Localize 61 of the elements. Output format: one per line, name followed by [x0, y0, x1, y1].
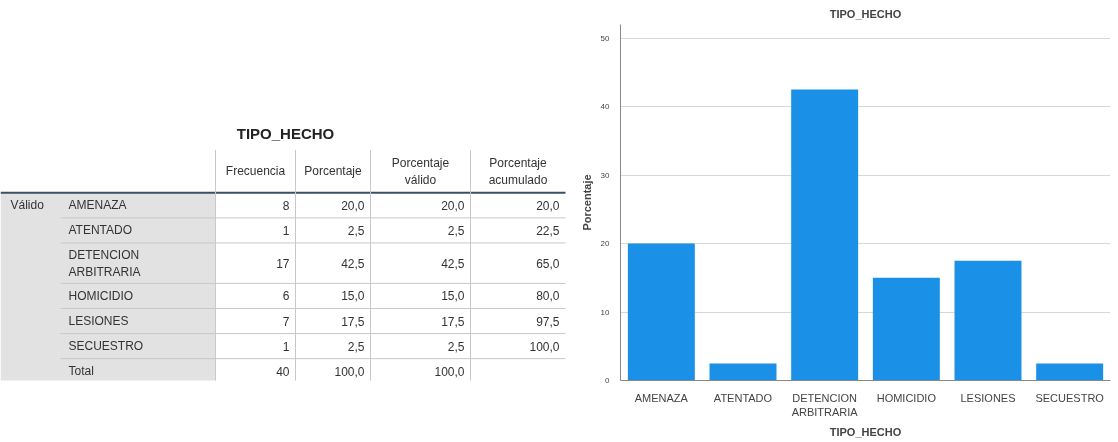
category-label: Porcentaje acumulado — [488, 155, 548, 187]
text: 15,0 — [441, 289, 465, 304]
y-tick-label: 0 — [605, 376, 611, 385]
bar — [872, 277, 940, 381]
x-tick-label: DETENCION ARBITRARIA — [791, 391, 859, 418]
category-label: HOMICIDIO — [68, 288, 134, 303]
x-axis-title: TIPO_HECHO — [829, 425, 902, 438]
y-tick-label: 50 — [600, 33, 611, 43]
text: 20,0 — [341, 198, 365, 213]
bar — [1036, 363, 1104, 381]
x-tick-label: ATENTADO — [713, 391, 773, 404]
text: 6 — [282, 289, 290, 304]
text: Válido — [10, 197, 45, 212]
x-tick-label: LESIONES — [960, 391, 1016, 404]
category-label: DETENCION ARBITRARIA — [68, 247, 141, 279]
category-label: ATENTADO — [68, 223, 133, 238]
text: 17 — [276, 256, 290, 271]
text: 17,5 — [441, 314, 465, 329]
text: 42,5 — [441, 256, 465, 271]
text: 17,5 — [341, 314, 365, 329]
y-tick-label: 30 — [600, 170, 611, 180]
chart-title: TIPO_HECHO — [829, 7, 902, 20]
bar — [709, 363, 777, 381]
text: 22,5 — [536, 223, 560, 238]
y-tick-label: 10 — [600, 307, 611, 317]
x-tick-label: AMENAZA — [634, 391, 689, 404]
text: 15,0 — [341, 289, 365, 304]
x-tick-label: SECUESTRO — [1035, 391, 1105, 404]
text: 40 — [276, 364, 290, 379]
x-tick-label: HOMICIDIO — [876, 391, 937, 404]
text: 2,5 — [447, 223, 465, 238]
text: 1 — [282, 339, 290, 354]
text: 20,0 — [441, 198, 465, 213]
y-tick-label: 20 — [600, 239, 611, 249]
category-label: AMENAZA — [68, 198, 127, 213]
text: 100,0 — [434, 364, 465, 379]
category-label: Porcentaje válido — [391, 155, 450, 187]
text: 100,0 — [334, 364, 365, 379]
category-label: Total — [68, 364, 94, 379]
text: 97,5 — [536, 314, 560, 329]
text: 7 — [282, 314, 290, 329]
text: 2,5 — [347, 339, 365, 354]
bar — [627, 243, 695, 381]
category-label: LESIONES — [68, 314, 129, 329]
category-label: SECUESTRO — [68, 339, 144, 354]
text: 100,0 — [529, 339, 560, 354]
text: TIPO_HECHO — [236, 125, 335, 143]
y-axis-title: Porcentaje — [580, 174, 593, 231]
category-label: Frecuencia — [225, 164, 286, 179]
y-tick-label: 40 — [600, 102, 611, 112]
text: 20,0 — [536, 198, 560, 213]
text: 42,5 — [341, 256, 365, 271]
bar — [954, 260, 1022, 381]
text: 8 — [282, 198, 290, 213]
text: 1 — [282, 223, 290, 238]
text: 80,0 — [536, 289, 560, 304]
bar — [791, 89, 859, 381]
text: 2,5 — [447, 339, 465, 354]
text: 65,0 — [536, 256, 560, 271]
category-label: Porcentaje — [304, 164, 363, 179]
text: 2,5 — [347, 223, 365, 238]
